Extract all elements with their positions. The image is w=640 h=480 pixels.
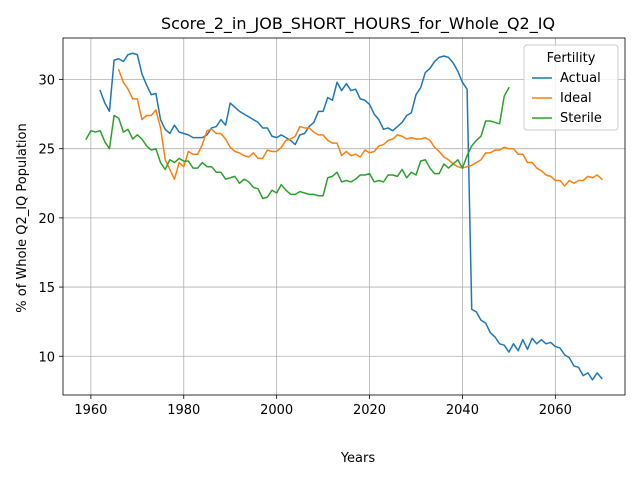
y-tick-label: 25 (38, 143, 55, 158)
x-tick-label: 1980 (167, 403, 200, 418)
y-tick-label: 10 (38, 350, 55, 365)
series-line-sterile (85, 86, 510, 200)
legend-label-sterile: Sterile (560, 111, 602, 126)
y-tick-label: 30 (38, 74, 55, 89)
y-axis-label: % of Whole Q2_IQ Population (15, 123, 30, 312)
y-tick-label: 20 (38, 212, 55, 227)
legend-box (523, 44, 619, 131)
legend: Fertility Actual Ideal Sterile (523, 44, 619, 131)
x-tick-label: 2060 (539, 403, 572, 418)
series-line-actual (99, 52, 603, 381)
x-tick-label: 2020 (353, 403, 386, 418)
series-lines (85, 52, 603, 381)
plot-frame (62, 37, 626, 396)
legend-label-ideal: Ideal (560, 91, 592, 106)
x-axis-label: Years (340, 451, 376, 466)
chart-title: Score_2_in_JOB_SHORT_HOURS_for_Whole_Q2_… (161, 14, 555, 34)
legend-label-actual: Actual (560, 71, 601, 86)
x-tick-label: 2000 (260, 403, 293, 418)
x-tick-label: 2040 (446, 403, 479, 418)
x-axis-ticks: 1960 1980 2000 2020 2040 2060 (74, 395, 572, 418)
legend-entries: Actual Ideal Sterile (532, 71, 602, 126)
x-tick-label: 1960 (74, 403, 107, 418)
y-tick-label: 15 (38, 281, 55, 296)
series-line-ideal (117, 68, 603, 187)
y-axis-ticks: 10 15 20 25 30 (38, 74, 63, 365)
legend-title: Fertility (547, 51, 596, 66)
